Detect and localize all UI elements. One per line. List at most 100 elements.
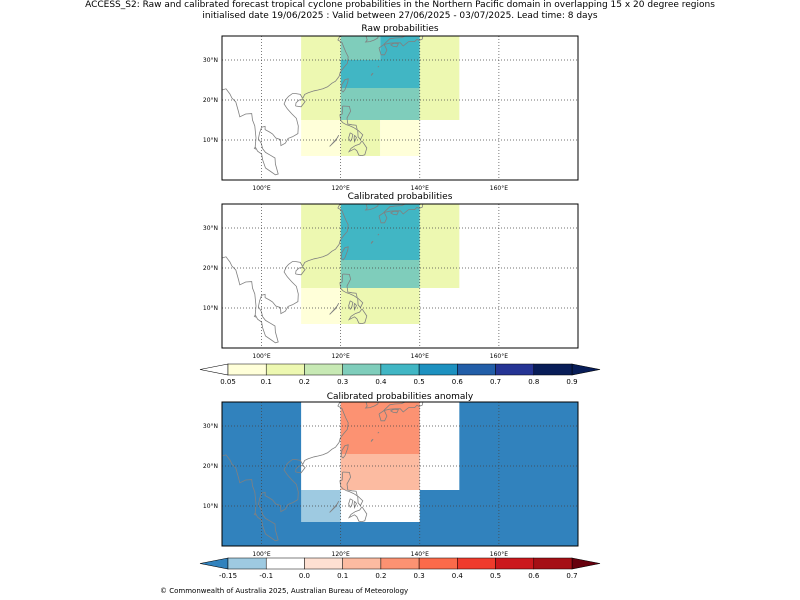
colorbar-tick-label: 0.8 [528,378,539,386]
probability-cell [340,490,420,522]
colorbar-swatch [342,363,382,376]
coastline [370,240,374,244]
colorbar-tick-label: 0.3 [337,378,348,386]
map-panel-0 [222,36,578,180]
probability-cell [301,120,341,156]
colorbar-swatch [304,557,343,570]
probability-cell [340,204,420,260]
panel-title-raw: Raw probabilities [361,24,439,34]
lon-tick-label: 120°E [332,185,350,192]
coastline [353,500,357,509]
coastline [390,210,400,216]
lon-tick-label: 100°E [252,353,270,360]
probability-cell [301,490,341,522]
colorbar-swatch [380,557,420,570]
probability-cell [340,260,420,288]
colorbar-swatch [227,363,267,376]
colorbar-swatch [533,557,573,570]
panel-title-anomaly: Calibrated probabilities anomaly [326,392,474,402]
lon-tick-label: 140°E [411,353,429,360]
colorbar-probability: 0.05 0.1 0.2 0.3 0.4 0.5 0.6 0.7 0.8 0.9 [199,363,601,386]
colorbar-swatch [304,363,343,376]
coastline [364,36,379,43]
figure-title-line1: ACCESS_S2: Raw and calibrated forecast t… [85,0,715,10]
probability-cell [419,36,460,120]
colorbar-tick-label: 0.2 [299,378,310,386]
copyright-notice: © Commonwealth of Australia 2025, Austra… [160,587,409,595]
coastline [329,303,340,315]
colorbar-swatch [533,363,573,376]
colorbar-tick-label: 0.1 [261,378,272,386]
panel-title-calibrated: Calibrated probabilities [347,192,453,202]
map-panel-1 [222,204,578,348]
coastline [377,431,380,434]
probability-cell [340,120,381,156]
colorbar-swatch [265,557,305,570]
colorbar-swatch [342,557,382,570]
coastline [222,402,349,542]
lat-tick-label: 10°N [203,137,218,144]
colorbar-swatch [380,363,420,376]
coastline [378,409,388,422]
coastline [357,495,364,507]
coastline [253,513,256,516]
coastline [340,444,349,459]
coastline [295,99,306,108]
colorbar-swatch [457,363,496,376]
probability-cell [340,402,420,454]
lon-tick-label: 140°E [411,185,429,192]
coastline [357,129,364,141]
colorbar-anomaly: -0.15 -0.1 0.0 0.1 0.2 0.3 0.4 0.5 0.6 0.7 [199,557,601,580]
lon-tick-label: 160°E [490,353,508,360]
coastline [347,308,368,325]
coastline [222,204,349,344]
probability-cell [301,204,341,288]
lon-tick-label: 120°E [332,551,350,558]
colorbar-tick-label: 0.1 [337,572,348,580]
map-panel-2 [222,402,578,546]
colorbar-tick-label: -0.1 [259,572,273,580]
lat-tick-label: 10°N [203,503,218,510]
coastline [253,147,256,150]
map-frame [221,35,579,181]
colorbar-tick-label: 0.6 [452,378,464,386]
probability-cell [419,204,460,288]
colorbar-swatch [418,363,458,376]
lon-tick-label: 160°E [490,551,508,558]
coastline [339,105,358,131]
probability-cell [340,454,420,490]
colorbar-swatch [495,363,535,376]
coastline [377,233,380,236]
colorbar-tick-label: 0.5 [490,572,501,580]
coastline [329,135,340,147]
lat-tick-label: 20°N [203,463,218,470]
probability-cell [340,288,420,324]
map-frame [221,203,579,349]
probability-cell [419,402,460,490]
coastline [339,273,358,299]
coastline [370,438,374,442]
coastline [348,300,354,310]
coastline [390,408,400,414]
coastline [353,302,357,311]
coastline [340,78,349,93]
colorbar-tick-label: 0.4 [375,378,387,386]
lat-tick-label: 30°N [203,225,218,232]
probability-cell [340,88,420,120]
probability-cell [340,60,420,88]
colorbar-tick-label: 0.4 [452,572,464,580]
colorbar-under-arrow [199,557,229,570]
coastline [253,315,256,318]
lon-tick-label: 100°E [252,551,270,558]
colorbar-over-arrow [571,363,601,376]
lon-tick-label: 160°E [490,185,508,192]
coastline [364,402,379,409]
probability-cell [301,288,341,324]
probability-cell [380,120,420,156]
coastline [364,204,379,211]
colorbar-over-arrow [571,557,601,570]
coastline [339,471,358,497]
coastline [347,140,368,157]
coastline [353,134,357,143]
colorbar-swatch [265,363,305,376]
